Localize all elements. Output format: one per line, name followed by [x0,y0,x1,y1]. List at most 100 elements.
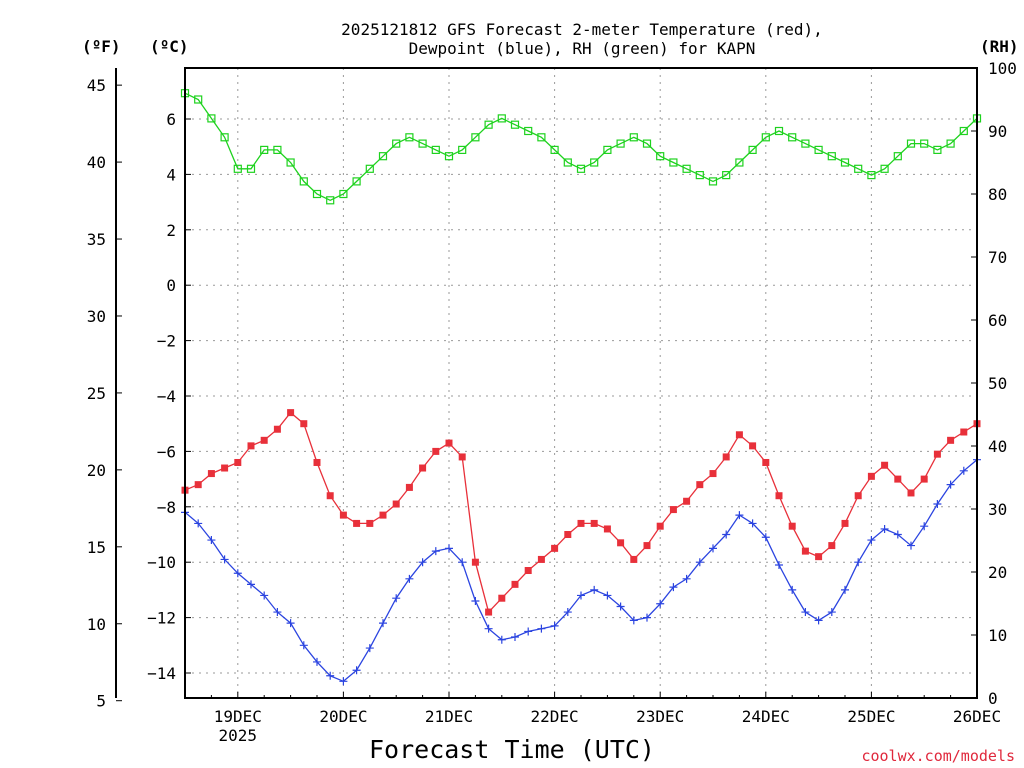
data-point [815,553,823,561]
data-point [577,591,585,600]
data-point [550,621,559,630]
data-point [326,492,334,500]
fahrenheit-tick-label: 10 [87,615,106,634]
data-point [445,544,453,553]
data-point [392,594,401,603]
data-point [893,152,902,161]
data-point [299,177,308,186]
data-point [260,591,269,600]
data-point [682,574,691,583]
data-point [458,558,467,567]
data-point [497,635,506,644]
data-point [775,560,783,569]
data-point [761,133,770,142]
fahrenheit-tick-label: 20 [87,461,106,480]
data-point [933,145,942,154]
data-point [683,497,691,505]
data-point [590,519,598,527]
data-point [960,428,968,436]
data-point [445,439,453,447]
data-point [352,177,361,186]
data-point [814,616,823,625]
rh-tick-label: 70 [988,248,1007,267]
data-point [827,608,836,617]
data-point [207,470,215,478]
data-point [616,139,625,148]
data-point [946,139,955,148]
data-point [735,158,744,167]
rh-tick-label: 30 [988,500,1007,519]
data-point [947,436,955,444]
data-point [603,591,612,600]
data-point [524,567,532,575]
data-point [643,613,651,622]
celsius-tick-label: 0 [166,276,176,295]
celsius-tick-label: 6 [166,110,176,129]
data-point [497,114,506,123]
rh-tick-label: 100 [988,59,1017,78]
data-point [695,171,704,180]
rh-tick-label: 20 [988,563,1007,582]
data-point [590,585,599,594]
rh-unit-label: (RH) [980,37,1019,56]
data-point [511,580,519,588]
data-point [379,619,387,628]
data-point [695,558,704,567]
rh-tick-label: 0 [988,689,998,708]
x-tick-sublabel: 2025 [219,726,258,745]
x-axis-label: Forecast Time (UTC) [369,735,655,764]
data-point [550,145,559,154]
data-point [260,145,269,154]
data-point [696,481,704,489]
data-point [234,458,242,466]
data-point [563,158,572,167]
data-point [617,539,625,547]
data-point [431,547,440,556]
data-point [656,522,664,530]
data-point [801,139,810,148]
fahrenheit-tick-label: 25 [87,384,106,403]
data-point [709,470,717,478]
data-point [748,519,757,528]
data-point [827,152,836,161]
data-point [722,530,731,539]
data-point [669,158,678,167]
data-point [498,594,506,602]
data-point [669,506,677,514]
data-point [510,120,520,129]
fahrenheit-tick-label: 35 [87,230,106,249]
plot-frame [184,67,978,699]
data-point [287,409,295,417]
grid-lines [185,68,977,698]
data-point [194,519,203,528]
series-relative-humidity [180,89,982,205]
celsius-tick-label: −2 [157,332,176,351]
data-point [854,164,863,173]
data-point [907,489,915,497]
data-point [894,475,902,483]
data-point [840,158,850,167]
chart-title-line2: Dewpoint (blue), RH (green) for KAPN [409,39,756,58]
data-point [920,139,929,148]
data-point [326,196,335,205]
data-point [471,558,479,566]
data-point [524,627,533,636]
fahrenheit-tick-label: 5 [96,692,106,711]
data-point [524,126,533,136]
data-point [814,145,823,154]
x-tick-label: 23DEC [636,707,684,726]
data-point [854,492,862,500]
data-point [841,519,849,527]
data-point [642,139,652,148]
data-point [788,585,797,594]
data-point [300,420,308,428]
data-point [893,530,902,539]
celsius-tick-label: −12 [147,609,176,628]
celsius-tick-label: 4 [166,165,176,184]
data-point [313,657,321,666]
series-line [184,92,978,202]
celsius-tick-label: −4 [157,387,176,406]
rh-tick-label: 50 [988,374,1007,393]
data-point [722,171,731,180]
